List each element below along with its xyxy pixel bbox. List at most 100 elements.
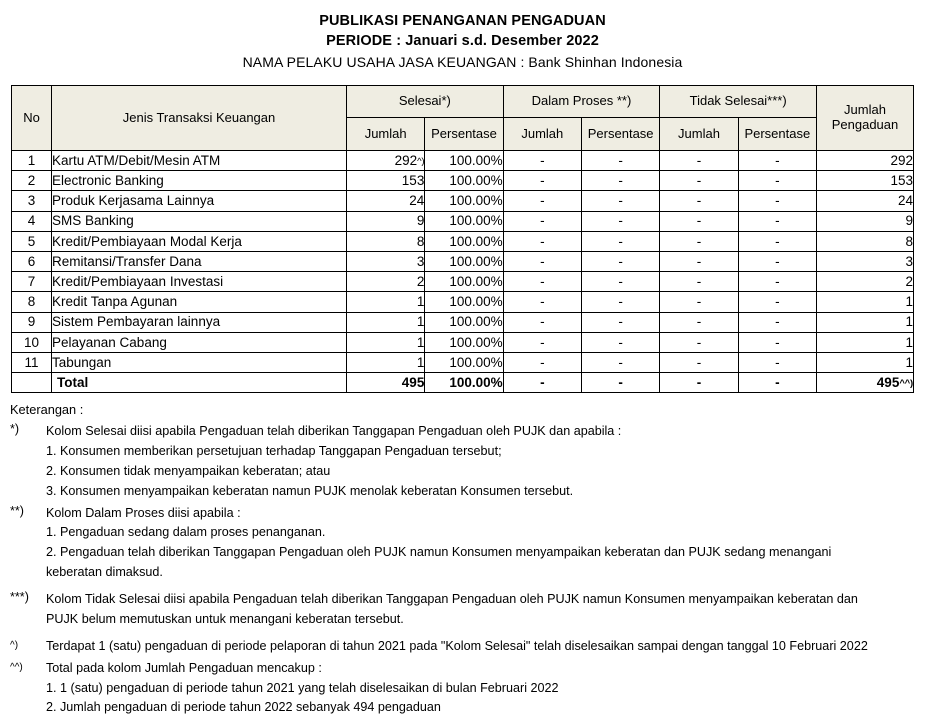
cell-no: 5 [11, 230, 52, 252]
cell-jumlah-pengaduan: 9 [816, 210, 914, 232]
cell-selesai-persentase: 100.00% [424, 250, 504, 273]
keterangan-list: *) Kolom Selesai diisi apabila Pengaduan … [10, 423, 920, 719]
keterangan-line: Kolom Tidak Selesai diisi apabila Pengad… [46, 592, 858, 607]
cell-jenis-transaksi: Kartu ATM/Debit/Mesin ATM [51, 149, 347, 172]
cell-selesai-jumlah: 8 [345, 230, 426, 252]
cell-tidak-selesai-jumlah: - [659, 331, 739, 353]
complaint-handling-table: No Jenis Transaksi Keuangan Selesai*) Da… [11, 85, 914, 394]
keterangan-marker: **) [10, 503, 24, 518]
cell-jenis-transaksi: Produk Kerjasama Lainnya [51, 190, 347, 212]
institution-name: NAMA PELAKU USAHA JASA KEUANGAN : Bank S… [242, 54, 683, 70]
cell-dalam-proses-persentase: - [580, 190, 661, 212]
table-row: 11 Tabungan 1 100.00% - - - -1 [11, 351, 914, 374]
column-header-selesai: Selesai*) [346, 85, 504, 118]
cell-jenis-transaksi: SMS Banking [51, 210, 347, 232]
cell-selesai-persentase: 100.00% [424, 331, 504, 353]
keterangan-marker: ^^) [10, 661, 23, 673]
cell-no: 10 [11, 331, 52, 353]
cell-dalam-proses-persentase: - [580, 149, 661, 172]
keterangan-marker: ^) [10, 639, 19, 651]
table-row: 6 Remitansi/Transfer Dana 3 100.00% - - - -3 [11, 250, 914, 273]
cell-dalam-proses-jumlah: - [502, 210, 582, 232]
cell-selesai-jumlah: 3 [345, 250, 426, 273]
cell-dalam-proses-persentase: - [580, 331, 661, 353]
column-header-jumlah-pengaduan: Jumlah Pengaduan [816, 85, 914, 151]
cell-jumlah-pengaduan: 292 [816, 149, 914, 172]
column-header-tidak-selesai-persentase: Persentase [737, 117, 818, 151]
cell-selesai-persentase: 100.00% [424, 190, 504, 212]
cell-no: 3 [11, 190, 52, 212]
cell-selesai-jumlah: 153 [345, 170, 426, 192]
cell-selesai-jumlah: 292^) [345, 149, 426, 172]
table-row: 5 Kredit/Pembiayaan Modal Kerja 8 100.00% - -… [11, 230, 914, 252]
cell-dalam-proses-persentase: - [580, 170, 661, 192]
table-row: 10 Pelayanan Cabang 1 100.00% - - - -1 [11, 331, 914, 353]
cell-total-tidak-selesai-persentase: - [737, 372, 818, 394]
cell-tidak-selesai-persentase: - [737, 230, 818, 252]
cell-tidak-selesai-jumlah: - [659, 149, 739, 172]
table-row: 9 Sistem Pembayaran lainnya 1 100.00% - - - -1 [11, 311, 914, 333]
cell-tidak-selesai-persentase: - [737, 291, 818, 313]
keterangan-line: Kolom Selesai diisi apabila Pengaduan te… [46, 424, 622, 439]
keterangan-line: 1. Konsumen memberikan persetujuan terha… [46, 443, 502, 458]
cell-dalam-proses-persentase: - [580, 311, 661, 333]
cell-tidak-selesai-jumlah: - [659, 351, 739, 374]
cell-tidak-selesai-jumlah: - [659, 170, 739, 192]
cell-selesai-persentase: 100.00% [424, 170, 504, 192]
cell-selesai-persentase: 100.00% [424, 291, 504, 313]
cell-total-selesai-persentase: 100.00% [424, 372, 504, 394]
cell-tidak-selesai-persentase: - [737, 331, 818, 353]
cell-selesai-jumlah: 1 [345, 311, 426, 333]
table-row: 2 Electronic Banking 153 100.00% - - - -153 [11, 170, 914, 192]
cell-jenis-transaksi: Kredit Tanpa Agunan [51, 291, 347, 313]
cell-tidak-selesai-persentase: - [737, 149, 818, 172]
cell-jenis-transaksi: Kredit/Pembiayaan Investasi [51, 271, 347, 293]
cell-selesai-persentase: 100.00% [424, 271, 504, 293]
keterangan-heading: Keterangan : [10, 402, 84, 418]
keterangan-line: Total pada kolom Jumlah Pengaduan mencak… [46, 660, 322, 675]
cell-jenis-transaksi: Electronic Banking [51, 170, 347, 192]
cell-jumlah-pengaduan: 1 [816, 311, 914, 333]
table-body: 1 Kartu ATM/Debit/Mesin ATM 292^) 100.00% - -… [11, 149, 914, 394]
document-title-block: PUBLIKASI PENANGANAN PENGADUAN PERIODE :… [0, 0, 925, 73]
cell-jenis-transaksi: Kredit/Pembiayaan Modal Kerja [51, 230, 347, 252]
cell-dalam-proses-persentase: - [580, 210, 661, 232]
keterangan-item: ***) Kolom Tidak Selesai diisi apabila Pe… [10, 591, 920, 631]
keterangan-marker: *) [10, 422, 20, 437]
cell-selesai-persentase: 100.00% [424, 149, 504, 172]
cell-no: 2 [11, 170, 52, 192]
keterangan-line: 2. Konsumen tidak menyampaikan keberatan… [46, 463, 331, 478]
cell-tidak-selesai-jumlah: - [659, 230, 739, 252]
keterangan-line: Terdapat 1 (satu) pengaduan di periode p… [46, 638, 868, 653]
cell-selesai-jumlah: 9 [345, 210, 426, 232]
keterangan-item: ^^) Total pada kolom Jumlah Pengaduan men… [10, 660, 920, 719]
cell-no: 4 [11, 210, 52, 232]
cell-dalam-proses-persentase: - [580, 250, 661, 273]
cell-selesai-persentase: 100.00% [424, 311, 504, 333]
cell-jumlah-pengaduan: 1 [816, 291, 914, 313]
column-header-tidak-selesai: Tidak Selesai***) [659, 85, 817, 118]
table-row: 3 Produk Kerjasama Lainnya 24 100.00% - - - -24 [11, 190, 914, 212]
cell-selesai-jumlah: 1 [345, 331, 426, 353]
cell-dalam-proses-jumlah: - [502, 190, 582, 212]
cell-no: 11 [11, 351, 52, 374]
column-header-jenis-transaksi: Jenis Transaksi Keuangan [51, 85, 347, 151]
report-period: PERIODE : Januari s.d. Desember 2022 [326, 33, 599, 49]
cell-tidak-selesai-persentase: - [737, 311, 818, 333]
keterangan-line: PUJK belum memutuskan untuk menangani ke… [46, 611, 404, 626]
cell-total-jumlah-pengaduan: 495^^) [816, 372, 914, 394]
cell-dalam-proses-jumlah: - [502, 230, 582, 252]
cell-jumlah-pengaduan: 3 [816, 250, 914, 273]
cell-no: 7 [11, 271, 52, 293]
cell-dalam-proses-jumlah: - [502, 351, 582, 374]
cell-dalam-proses-persentase: - [580, 271, 661, 293]
cell-tidak-selesai-jumlah: - [659, 210, 739, 232]
cell-no: 8 [11, 291, 52, 313]
cell-jumlah-pengaduan: 153 [816, 170, 914, 192]
column-header-selesai-persentase: Persentase [424, 117, 504, 151]
keterangan-line: 1. 1 (satu) pengaduan di periode tahun 2… [46, 680, 559, 695]
column-header-no: No [11, 85, 52, 151]
cell-total-label: Total [51, 372, 347, 394]
cell-selesai-jumlah: 1 [345, 351, 426, 374]
